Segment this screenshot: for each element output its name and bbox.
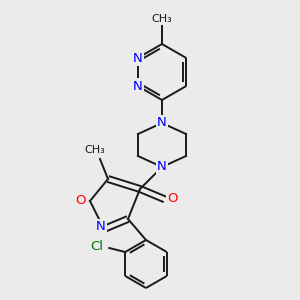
- Text: N: N: [96, 220, 106, 233]
- Text: Cl: Cl: [91, 241, 104, 254]
- Text: N: N: [157, 116, 167, 130]
- Text: N: N: [157, 160, 167, 173]
- Text: CH₃: CH₃: [85, 145, 105, 155]
- Text: N: N: [133, 80, 142, 92]
- Text: CH₃: CH₃: [152, 14, 172, 24]
- Text: O: O: [76, 194, 86, 208]
- Text: O: O: [168, 193, 178, 206]
- Text: N: N: [133, 52, 142, 64]
